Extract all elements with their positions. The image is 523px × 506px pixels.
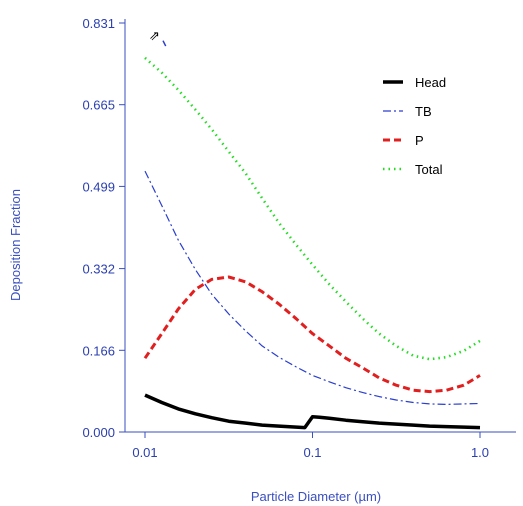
axes-layer: 0.000 0.166 0.332 0.499 0.665 0.831 0.01 0.1 1.0 [82, 16, 516, 460]
y-axis-title: Deposition Fraction [8, 189, 23, 301]
legend-label-total: Total [415, 162, 443, 177]
y-tick-label: 0.499 [82, 179, 115, 194]
series-layer: ⇗ [143, 28, 481, 430]
legend: Head TB P Total [383, 75, 446, 177]
series-line-tb [144, 170, 481, 405]
y-tick-label: 0.166 [82, 343, 115, 358]
arrow-icon: ⇗ [149, 28, 160, 43]
x-tick-label: 0.01 [132, 445, 157, 460]
series-fragment-tb [162, 40, 167, 47]
x-tick-label: 1.0 [471, 445, 489, 460]
y-tick-label: 0.332 [82, 262, 115, 277]
legend-label-head: Head [415, 75, 446, 90]
y-tick-label: 0.000 [82, 425, 115, 440]
x-tick-label: 0.1 [303, 445, 321, 460]
series-line-head [144, 393, 481, 430]
legend-label-p: P [415, 133, 424, 148]
y-tick-label: 0.665 [82, 98, 115, 113]
y-tick-label: 0.831 [82, 16, 115, 31]
legend-label-tb: TB [415, 104, 432, 119]
x-axis-title: Particle Diameter (µm) [251, 489, 381, 504]
series-line-p [143, 275, 481, 394]
